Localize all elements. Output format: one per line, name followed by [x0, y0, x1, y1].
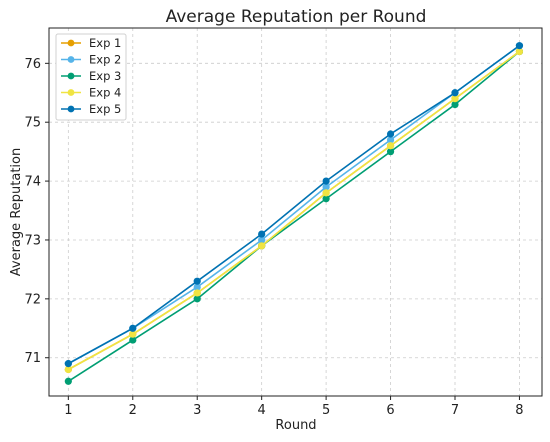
legend-marker	[67, 56, 75, 63]
plot-frame	[48, 27, 543, 397]
legend-marker	[67, 89, 75, 96]
legend-label: Exp 3	[89, 69, 121, 83]
data-point	[386, 148, 395, 156]
x-tick-label: 2	[129, 403, 137, 418]
y-axis-label: Average Reputation	[9, 148, 24, 276]
data-point	[64, 377, 72, 385]
y-tick-label: 76	[24, 57, 41, 72]
data-point	[64, 360, 72, 368]
x-tick-label: 3	[193, 403, 201, 418]
x-tick-label: 7	[451, 403, 459, 418]
axis-ticks: 1 2 3 4 5 6 7 8 71 72 73 74 75 76	[24, 57, 523, 418]
data-point	[193, 295, 201, 303]
y-tick-label: 73	[24, 233, 41, 248]
series-4	[64, 47, 524, 374]
x-tick-label: 5	[322, 403, 330, 418]
data-point	[258, 230, 266, 238]
legend-entry: Exp 4	[61, 86, 121, 100]
data-point	[258, 242, 266, 250]
x-axis-label: Round	[275, 418, 316, 433]
data-point	[193, 277, 201, 285]
data-point	[322, 183, 330, 191]
series-5	[64, 42, 524, 368]
legend-marker	[67, 105, 75, 113]
legend-entry: Exp 1	[61, 36, 121, 50]
data-point	[386, 142, 395, 150]
data-point	[64, 365, 72, 374]
legend-label: Exp 2	[89, 53, 121, 67]
legend-box	[55, 33, 127, 121]
data-point	[451, 95, 459, 103]
data-point	[322, 195, 330, 203]
legend-label: Exp 4	[89, 86, 121, 100]
x-tick-label: 4	[258, 403, 266, 418]
x-tick-label: 6	[386, 403, 394, 418]
y-tick-label: 71	[24, 351, 41, 366]
data-point	[451, 100, 459, 109]
y-tick-label: 72	[24, 292, 41, 307]
x-tick-label: 1	[64, 403, 72, 418]
data-point	[322, 177, 330, 185]
series-line	[67, 50, 520, 371]
legend-marker	[67, 72, 75, 80]
series-lines	[64, 42, 524, 385]
data-point	[386, 130, 395, 138]
legend-marker	[67, 39, 75, 47]
x-tick-label: 8	[515, 403, 523, 418]
legend-entry: Exp 3	[61, 69, 121, 83]
data-point	[129, 330, 137, 338]
data-point	[515, 42, 524, 50]
data-point	[129, 324, 137, 332]
y-tick-label: 74	[24, 175, 41, 190]
legend-label: Exp 5	[89, 102, 121, 116]
data-point	[193, 289, 201, 297]
legend-label: Exp 1	[89, 36, 121, 50]
series-line	[67, 50, 520, 382]
data-point	[193, 283, 201, 291]
data-point	[386, 136, 395, 144]
data-point	[258, 236, 266, 244]
data-point	[129, 336, 137, 344]
data-point	[451, 89, 459, 97]
data-point	[322, 189, 330, 197]
legend-entry: Exp 2	[61, 53, 121, 67]
data-point	[515, 47, 524, 56]
chart-title: Average Reputation per Round	[166, 7, 427, 27]
series-line	[67, 45, 520, 365]
y-tick-label: 75	[24, 116, 41, 131]
legend: Exp 1 Exp 2 Exp 3 Exp 4 Exp 5	[55, 33, 127, 121]
legend-entry: Exp 5	[61, 102, 121, 116]
